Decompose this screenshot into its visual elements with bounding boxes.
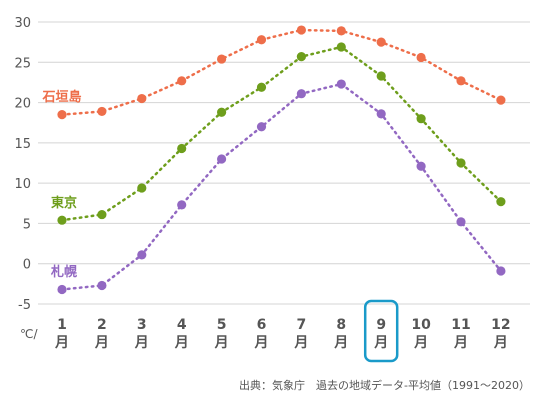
x-tick-label-month-number: 6 xyxy=(257,317,267,333)
x-tick-label-month-number: 5 xyxy=(217,317,227,333)
x-tick-label-month-number: 3 xyxy=(137,317,147,333)
data-point xyxy=(376,71,386,81)
y-tick-label: 10 xyxy=(14,177,31,192)
data-point xyxy=(336,79,346,89)
data-point xyxy=(296,25,306,35)
data-point xyxy=(57,284,67,295)
highlight-box-september xyxy=(363,299,399,363)
y-tick-label: 5 xyxy=(23,217,31,232)
data-point xyxy=(256,122,267,132)
x-tick-label-month-number: 9 xyxy=(376,317,386,333)
x-tick-label-month-suffix: 月 xyxy=(333,335,348,351)
x-tick-label-month-suffix: 月 xyxy=(254,335,269,351)
y-axis-unit-label: ℃/ xyxy=(20,327,38,341)
series-line xyxy=(60,45,503,222)
data-point xyxy=(456,158,466,168)
x-tick-label-month-suffix: 月 xyxy=(214,335,229,351)
data-point xyxy=(137,93,147,104)
series-line xyxy=(60,28,503,116)
y-tick-label: -5 xyxy=(18,298,31,313)
y-tick-label: 25 xyxy=(14,56,31,71)
data-point xyxy=(217,54,227,64)
data-point xyxy=(97,209,107,220)
source-caption: 出典：気象庁 過去の地域データ-平均値（1991〜2020） xyxy=(239,378,530,392)
x-tick-label-month-suffix: 月 xyxy=(373,335,388,351)
series-label: 東京 xyxy=(51,195,77,211)
data-point xyxy=(376,109,386,119)
y-tick-label: 0 xyxy=(23,258,31,273)
data-point xyxy=(57,110,67,120)
data-point xyxy=(496,266,506,276)
data-point xyxy=(57,215,67,225)
series-layer xyxy=(57,25,506,295)
data-point xyxy=(456,76,466,86)
x-tick-label-month-number: 1 xyxy=(57,317,67,333)
data-point xyxy=(296,89,306,99)
x-tick-label-month-suffix: 月 xyxy=(453,335,468,351)
x-tick-label-month-number: 10 xyxy=(411,317,431,333)
data-point xyxy=(97,280,107,291)
x-tick-label-month-suffix: 月 xyxy=(134,335,149,351)
data-point xyxy=(416,114,426,124)
data-point xyxy=(217,107,227,117)
y-tick-label: 20 xyxy=(14,97,31,112)
data-point xyxy=(97,106,107,117)
data-point xyxy=(177,76,187,86)
series-1 xyxy=(57,25,506,120)
x-tick-label-month-number: 7 xyxy=(297,317,307,333)
data-point xyxy=(336,42,346,52)
x-tick-label-month-number: 11 xyxy=(451,317,470,333)
data-point xyxy=(296,52,306,62)
data-point xyxy=(416,161,426,171)
data-point xyxy=(376,37,386,47)
y-tick-label: 15 xyxy=(14,137,31,152)
data-point xyxy=(137,183,147,193)
series-label: 札幌 xyxy=(50,264,77,280)
series-line xyxy=(60,82,503,291)
x-tick-label-month-number: 8 xyxy=(336,317,346,333)
highlight-layer xyxy=(363,299,399,363)
data-point xyxy=(256,35,267,45)
x-tick-label-month-suffix: 月 xyxy=(493,335,508,351)
data-point xyxy=(336,26,346,36)
data-point xyxy=(496,95,506,105)
y-tick-label: 30 xyxy=(14,16,31,31)
data-point xyxy=(217,154,227,164)
data-point xyxy=(256,82,267,92)
data-point xyxy=(137,250,147,260)
grid-layer: -5 0 5 10 15 20 25 30 xyxy=(14,16,530,313)
x-tick-label-month-suffix: 月 xyxy=(174,335,189,351)
data-point xyxy=(416,52,426,63)
series-label: 石垣島 xyxy=(41,89,81,105)
data-point xyxy=(177,200,187,210)
x-tick-label-month-suffix: 月 xyxy=(293,335,308,351)
data-point xyxy=(456,217,466,227)
x-tick-label-month-number: 12 xyxy=(491,317,510,333)
x-tick-label-month-suffix: 月 xyxy=(94,335,109,351)
series-3 xyxy=(57,79,506,295)
x-tick-label-month-suffix: 月 xyxy=(54,335,69,351)
data-point xyxy=(496,197,506,207)
x-tick-label-month-number: 2 xyxy=(97,317,107,333)
data-point xyxy=(177,143,187,154)
x-tick-label-month-suffix: 月 xyxy=(413,335,428,351)
x-tick-label-month-number: 4 xyxy=(177,317,187,333)
series-2 xyxy=(57,42,506,225)
